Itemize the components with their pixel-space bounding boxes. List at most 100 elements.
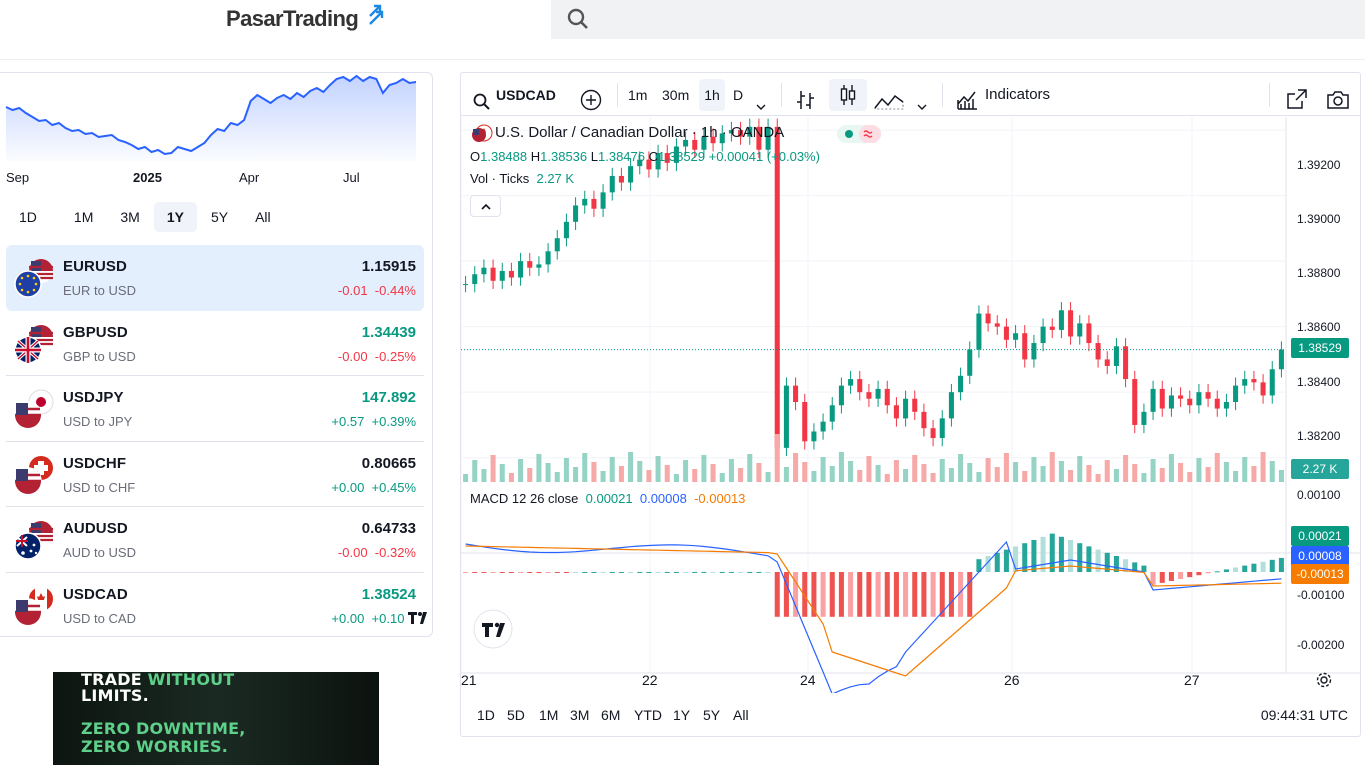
change-value: +0.00 xyxy=(331,610,365,626)
symbol-row-usdcad[interactable]: USDCAD USD to CAD 1.38524 +0.00 +0.10% xyxy=(6,573,424,639)
price-chart-area[interactable] xyxy=(461,117,1360,693)
utc-clock[interactable]: 09:44:31 UTC xyxy=(1260,707,1348,723)
mini-x-label: 2025 xyxy=(133,170,162,185)
symbol-row-usdjpy[interactable]: USDJPY USD to JPY 147.892 +0.57 +0.39% xyxy=(6,376,424,442)
symbol-search-button[interactable]: USDCAD xyxy=(496,87,556,103)
indicators-icon[interactable] xyxy=(956,84,978,116)
macd-histogram-bar xyxy=(783,572,789,617)
range-all[interactable]: All xyxy=(733,707,749,723)
volume-bar xyxy=(655,456,661,482)
range-1m[interactable]: 1M xyxy=(539,707,559,723)
macd-histogram-bar xyxy=(939,572,945,617)
range-tab-5y[interactable]: 5Y xyxy=(210,209,229,225)
candle-body xyxy=(1049,326,1055,330)
range-tab-1y[interactable]: 1Y xyxy=(153,202,197,232)
collapse-legend-button[interactable] xyxy=(470,195,501,217)
area-chart-icon[interactable] xyxy=(874,84,904,116)
volume-legend[interactable]: Vol · Ticks 2.27 K xyxy=(470,171,574,186)
candle-body xyxy=(554,238,560,252)
camera-snapshot-icon[interactable] xyxy=(1326,84,1350,116)
macd-histogram-bar xyxy=(545,572,551,573)
candle-body xyxy=(1077,323,1083,337)
macd-histogram-bar xyxy=(884,572,890,617)
volume-bar xyxy=(1031,457,1037,482)
change-value: -0.01 xyxy=(337,283,368,298)
range-tab-all[interactable]: All xyxy=(255,209,271,225)
candle-body xyxy=(1095,343,1101,360)
symbol-name: USDCHF xyxy=(63,454,127,472)
volume-bar xyxy=(609,457,615,482)
volume-bar xyxy=(793,453,799,482)
volume-bar xyxy=(692,469,698,482)
interval-d[interactable]: D xyxy=(733,87,744,103)
symbol-row-usdchf[interactable]: USDCHF USD to CHF 0.80665 +0.00 +0.45% xyxy=(6,442,424,507)
indicators-button[interactable]: Indicators xyxy=(985,86,1051,103)
candle-body xyxy=(967,349,973,376)
range-tab-1d[interactable]: 1D xyxy=(19,209,37,225)
macd-signal-line xyxy=(465,545,1282,677)
candle-body xyxy=(994,323,1000,327)
volume-bar xyxy=(646,470,652,482)
market-status-icon[interactable] xyxy=(837,125,881,143)
bar-chart-type-icon[interactable] xyxy=(796,84,816,116)
range-tab-3m[interactable]: 3M xyxy=(120,209,140,225)
interval-1h[interactable]: 1h xyxy=(699,79,725,111)
candle-body xyxy=(563,221,569,239)
time-axis-tick: 22 xyxy=(642,672,658,688)
range-1d[interactable]: 1D xyxy=(477,707,495,723)
range-5y[interactable]: 5Y xyxy=(703,707,721,723)
candle-body xyxy=(536,264,542,268)
interval-1m[interactable]: 1m xyxy=(628,87,648,103)
macd-legend[interactable]: MACD 12 26 close 0.00021 0.00008 -0.0001… xyxy=(470,491,745,506)
settings-gear-icon[interactable] xyxy=(1316,672,1332,688)
macd-histogram-bar xyxy=(793,572,799,617)
range-5d[interactable]: 5D xyxy=(507,707,525,723)
chart-title[interactable]: U.S. Dollar / Canadian Dollar · 1h · OAN… xyxy=(495,124,785,141)
range-3m[interactable]: 3M xyxy=(570,707,590,723)
chevron-up-icon xyxy=(480,203,491,210)
tradingview-logo-icon[interactable] xyxy=(473,609,513,649)
candle-body xyxy=(903,398,909,419)
range-ytd[interactable]: YTD xyxy=(634,707,662,723)
site-logo[interactable]: PasarTrading xyxy=(226,6,359,31)
change-value: +0.00041 (+0.03%) xyxy=(708,149,820,164)
macd-histogram-bar xyxy=(463,572,469,573)
open-new-window-icon[interactable] xyxy=(1286,83,1308,115)
candles-chart-type-button[interactable] xyxy=(829,79,867,111)
ad-text: LIMITS. xyxy=(81,686,149,705)
candle-body xyxy=(1132,379,1138,425)
tradingview-logo-icon[interactable] xyxy=(404,605,430,631)
search-icon[interactable] xyxy=(566,7,590,31)
symbol-row-eurusd[interactable]: EURUSD EUR to USD 1.15915 -0.01 -0.44% xyxy=(6,245,424,311)
chevron-down-icon[interactable] xyxy=(756,91,766,123)
volume-bar xyxy=(1086,465,1092,482)
macd-histogram-bar xyxy=(518,572,524,573)
high-value: 1.38536 xyxy=(540,149,588,164)
candle-body xyxy=(802,402,808,442)
volume-bar xyxy=(1022,471,1028,482)
symbol-row-gbpusd[interactable]: GBPUSD GBP to USD 1.34439 -0.00 -0.25% xyxy=(6,311,424,376)
interval-30m[interactable]: 30m xyxy=(662,87,690,103)
change-value: +0.00 xyxy=(331,479,365,495)
advertisement-banner[interactable]: TRADE WITHOUT LIMITS. ZERO DOWNTIME, ZER… xyxy=(53,670,379,765)
range-1y[interactable]: 1Y xyxy=(673,707,691,723)
chevron-down-icon[interactable] xyxy=(917,91,927,123)
volume-bar xyxy=(1187,472,1193,482)
volume-bar xyxy=(829,466,835,482)
symbol-row-audusd[interactable]: AUDUSD AUD to USD 0.64733 -0.00 -0.32% xyxy=(6,507,424,573)
candle-body xyxy=(472,274,478,285)
macd-histogram-bar xyxy=(1214,571,1220,573)
volume-bar xyxy=(545,463,551,482)
candle-body xyxy=(692,139,698,150)
macd-signal-value: -0.00013 xyxy=(694,491,746,506)
search-bar[interactable] xyxy=(551,0,1365,39)
range-tab-1m[interactable]: 1M xyxy=(73,209,94,225)
range-6m[interactable]: 6M xyxy=(601,707,621,723)
search-icon[interactable] xyxy=(473,86,491,118)
us-ca-flag-icon xyxy=(14,586,53,626)
compare-plus-icon[interactable] xyxy=(580,84,602,116)
volume-value: 2.27 K xyxy=(536,171,575,186)
volume-bar xyxy=(1150,459,1156,482)
volume-bar xyxy=(1113,469,1119,482)
volume-bar xyxy=(903,469,909,482)
